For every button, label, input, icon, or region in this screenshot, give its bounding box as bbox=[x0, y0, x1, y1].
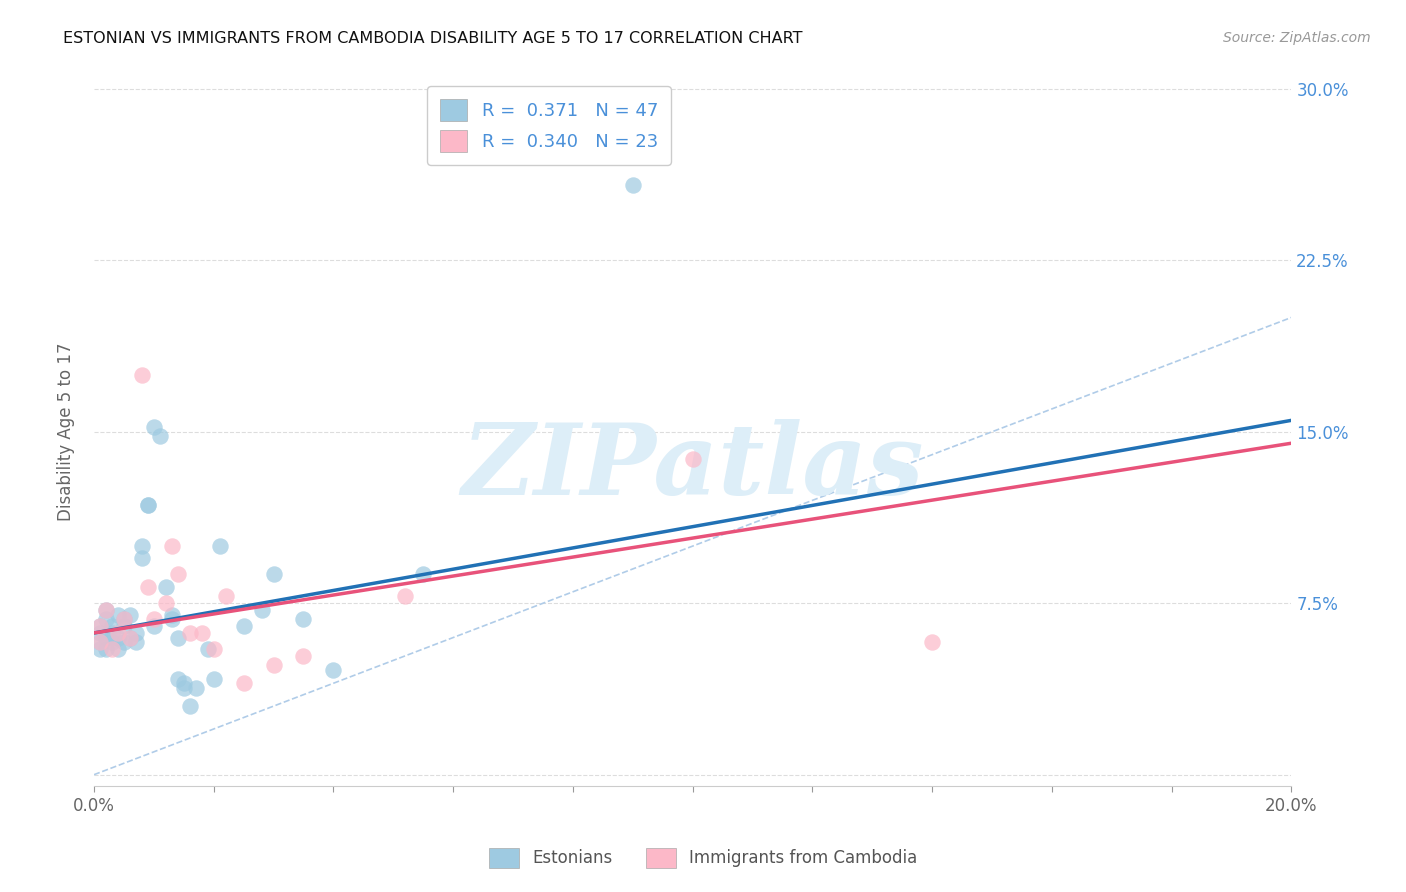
Point bbox=[621, 178, 644, 192]
Point bbox=[232, 676, 254, 690]
Point bbox=[112, 612, 135, 626]
Point bbox=[173, 681, 195, 695]
Point bbox=[394, 590, 416, 604]
Point bbox=[136, 498, 159, 512]
Point bbox=[142, 612, 165, 626]
Point bbox=[131, 368, 153, 382]
Point bbox=[160, 539, 183, 553]
Point bbox=[682, 452, 704, 467]
Point bbox=[112, 619, 135, 633]
Point bbox=[101, 642, 124, 657]
Point bbox=[118, 631, 141, 645]
Point bbox=[101, 635, 124, 649]
Point bbox=[160, 607, 183, 622]
Point bbox=[125, 626, 148, 640]
Point bbox=[112, 612, 135, 626]
Y-axis label: Disability Age 5 to 17: Disability Age 5 to 17 bbox=[58, 343, 75, 521]
Text: Source: ZipAtlas.com: Source: ZipAtlas.com bbox=[1223, 31, 1371, 45]
Point bbox=[101, 619, 124, 633]
Point bbox=[142, 420, 165, 434]
Point bbox=[202, 642, 225, 657]
Legend: R =  0.371   N = 47, R =  0.340   N = 23: R = 0.371 N = 47, R = 0.340 N = 23 bbox=[427, 87, 671, 165]
Point bbox=[179, 699, 201, 714]
Point bbox=[263, 657, 285, 672]
Point bbox=[202, 672, 225, 686]
Point bbox=[118, 631, 141, 645]
Point bbox=[292, 612, 315, 626]
Point bbox=[107, 642, 129, 657]
Point bbox=[101, 626, 124, 640]
Point bbox=[166, 631, 188, 645]
Point bbox=[94, 612, 117, 626]
Point bbox=[149, 429, 172, 443]
Point bbox=[322, 663, 344, 677]
Point bbox=[89, 626, 111, 640]
Point bbox=[232, 619, 254, 633]
Point bbox=[94, 603, 117, 617]
Point bbox=[107, 631, 129, 645]
Point bbox=[107, 626, 129, 640]
Point bbox=[94, 642, 117, 657]
Point bbox=[131, 539, 153, 553]
Point bbox=[160, 612, 183, 626]
Point bbox=[89, 635, 111, 649]
Point bbox=[94, 631, 117, 645]
Point bbox=[89, 619, 111, 633]
Point bbox=[94, 603, 117, 617]
Point bbox=[184, 681, 207, 695]
Point bbox=[412, 566, 434, 581]
Point bbox=[292, 648, 315, 663]
Point bbox=[125, 635, 148, 649]
Point bbox=[136, 580, 159, 594]
Point bbox=[118, 607, 141, 622]
Point bbox=[107, 607, 129, 622]
Point bbox=[250, 603, 273, 617]
Point bbox=[190, 626, 212, 640]
Point bbox=[214, 590, 236, 604]
Text: ZIPatlas: ZIPatlas bbox=[461, 419, 924, 516]
Point bbox=[155, 596, 177, 610]
Point bbox=[179, 626, 201, 640]
Point bbox=[142, 619, 165, 633]
Point bbox=[921, 635, 943, 649]
Point bbox=[263, 566, 285, 581]
Point bbox=[112, 635, 135, 649]
Point bbox=[197, 642, 219, 657]
Point bbox=[166, 672, 188, 686]
Point bbox=[131, 550, 153, 565]
Text: ESTONIAN VS IMMIGRANTS FROM CAMBODIA DISABILITY AGE 5 TO 17 CORRELATION CHART: ESTONIAN VS IMMIGRANTS FROM CAMBODIA DIS… bbox=[63, 31, 803, 46]
Point bbox=[208, 539, 231, 553]
Point bbox=[166, 566, 188, 581]
Point bbox=[89, 642, 111, 657]
Point bbox=[136, 498, 159, 512]
Legend: Estonians, Immigrants from Cambodia: Estonians, Immigrants from Cambodia bbox=[482, 841, 924, 875]
Point bbox=[89, 635, 111, 649]
Point bbox=[173, 676, 195, 690]
Point bbox=[155, 580, 177, 594]
Point bbox=[89, 619, 111, 633]
